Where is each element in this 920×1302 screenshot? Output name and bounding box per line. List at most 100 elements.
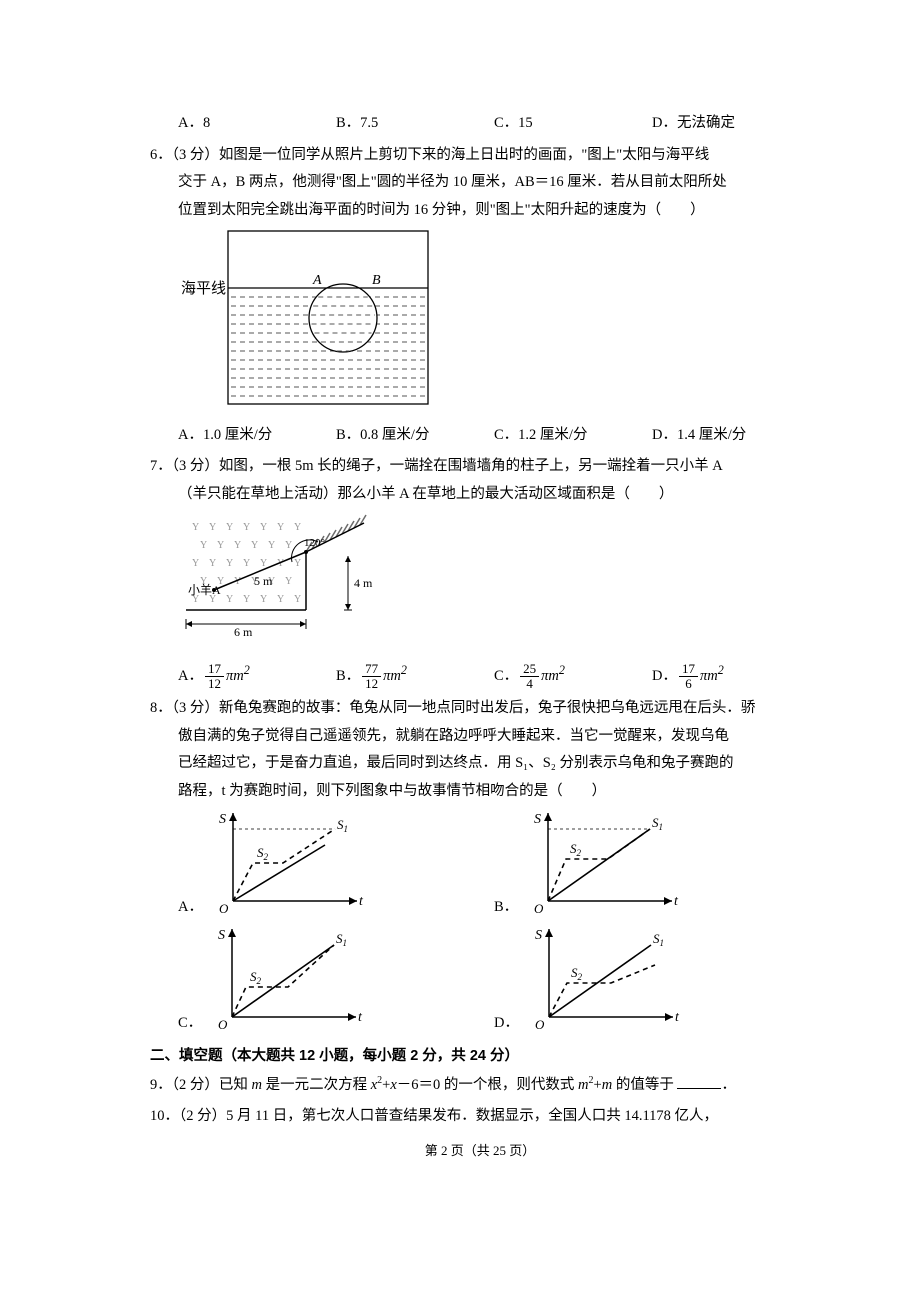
svg-text:S2: S2	[257, 845, 269, 862]
q5-option-c: C．15	[494, 110, 652, 138]
svg-text:Y: Y	[243, 594, 250, 605]
q8-option-a: A． StOS1S2	[178, 805, 494, 921]
q10-text: 5 月 11 日，第七次人口普查结果发布．数据显示，全国人口共 14.1178 …	[226, 1108, 718, 1124]
q6-diagram: 海平线AB	[178, 230, 810, 416]
q9-number: 9．（2 分）	[150, 1077, 219, 1093]
svg-text:Y: Y	[260, 594, 267, 605]
svg-text:S2: S2	[250, 969, 262, 986]
q7-option-b: B．7712πm2	[336, 659, 494, 691]
q7-c-num: 25	[520, 662, 539, 677]
q7-a-label: A．	[178, 668, 203, 684]
svg-text:S1: S1	[652, 815, 663, 832]
svg-text:Y: Y	[209, 558, 216, 569]
q7-text: 7．（3 分）如图，一根 5m 长的绳子，一端拴在围墙墙角的柱子上，另一端拴着一…	[150, 453, 810, 481]
svg-text:Y: Y	[277, 594, 284, 605]
q8-d-label: D．	[494, 1010, 519, 1038]
svg-text:Y: Y	[277, 522, 284, 533]
svg-text:Y: Y	[251, 540, 258, 551]
svg-text:S: S	[535, 928, 542, 943]
q7-c-label: C．	[494, 668, 518, 684]
question-10: 10．（2 分）5 月 11 日，第七次人口普查结果发布．数据显示，全国人口共 …	[150, 1103, 810, 1131]
q8-option-d: D． St O S1 S2	[494, 921, 810, 1037]
q8-text: 8．（3 分）新龟兔赛跑的故事：龟兔从同一地点同时出发后，兔子很快把乌龟远远甩在…	[150, 695, 810, 723]
q7-b-num: 77	[362, 662, 381, 677]
svg-text:S1: S1	[337, 817, 348, 834]
svg-text:Y: Y	[260, 522, 267, 533]
q7-diagram: YYYYYYYYYYYYYYYYYYYYYYYYYYYYYYYYY6 m4 m1…	[178, 514, 810, 653]
q8-line2: 傲自满的兔子觉得自己遥遥领先，就躺在路边呼呼大睡起来．当它一觉醒来，发现乌龟	[178, 723, 810, 751]
q7-d-num: 17	[679, 662, 698, 677]
q7-line1: 如图，一根 5m 长的绳子，一端拴在围墙墙角的柱子上，另一端拴着一只小羊 A	[219, 458, 723, 474]
q5-option-b: B．7.5	[336, 110, 494, 138]
svg-text:6 m: 6 m	[234, 625, 253, 639]
q7-d-suf: πm2	[700, 668, 724, 684]
svg-text:Y: Y	[192, 558, 199, 569]
svg-text:Y: Y	[294, 558, 301, 569]
svg-text:S1: S1	[653, 931, 664, 948]
svg-text:Y: Y	[209, 522, 216, 533]
svg-text:Y: Y	[285, 540, 292, 551]
svg-text:Y: Y	[268, 540, 275, 551]
q8-line3: 已经超过它，于是奋力直追，最后同时到达终点．用 S₁、S₂ 分别表示乌龟和兔子赛…	[178, 750, 810, 778]
q6-line2: 交于 A，B 两点，他测得"图上"圆的半径为 10 厘米，AB＝16 厘米．若从…	[178, 169, 810, 197]
svg-text:S2: S2	[571, 965, 583, 982]
question-8: 8．（3 分）新龟兔赛跑的故事：龟兔从同一地点同时出发后，兔子很快把乌龟远远甩在…	[150, 695, 810, 1037]
q6-option-c: C．1.2 厘米/分	[494, 422, 652, 450]
q9-tail: ．	[721, 1077, 736, 1093]
svg-text:O: O	[218, 1017, 228, 1032]
svg-text:t: t	[675, 1010, 680, 1025]
q8-graph-c: St O S1 S2	[206, 921, 374, 1037]
q7-c-suf: πm2	[541, 668, 565, 684]
question-9: 9．（2 分）已知 m 是一元二次方程 x2+x－6＝0 的一个根，则代数式 m…	[150, 1071, 810, 1099]
page-footer: 第 2 页（共 25 页）	[150, 1139, 810, 1164]
q10-number: 10．（2 分）	[150, 1108, 226, 1124]
q7-line2: （羊只能在草地上活动）那么小羊 A 在草地上的最大活动区域面积是（ ）	[178, 481, 810, 509]
q7-option-c: C．254πm2	[494, 659, 652, 691]
q8-number: 8．（3 分）	[150, 700, 219, 716]
q7-a-num: 17	[205, 662, 224, 677]
q5-option-d: D．无法确定	[652, 110, 810, 138]
q6-option-b: B．0.8 厘米/分	[336, 422, 494, 450]
svg-text:t: t	[674, 894, 679, 909]
svg-text:4 m: 4 m	[354, 576, 373, 590]
q7-number: 7．（3 分）	[150, 458, 219, 474]
question-6: 6．（3 分）如图是一位同学从照片上剪切下来的海上日出时的画面，"图上"太阳与海…	[150, 142, 810, 450]
q6-line3: 位置到太阳完全跳出海平面的时间为 16 分钟，则"图上"太阳升起的速度为（ ）	[178, 197, 810, 225]
q8-graph-b: StOS1S2	[522, 805, 690, 921]
q7-b-den: 12	[362, 677, 381, 691]
svg-text:Y: Y	[226, 594, 233, 605]
svg-text:S: S	[534, 812, 541, 827]
q8-option-c: C． StOS1S2	[178, 921, 494, 1037]
svg-text:S: S	[218, 928, 225, 943]
q7-a-suf: πm2	[226, 668, 250, 684]
q7-b-label: B．	[336, 668, 360, 684]
svg-text:Y: Y	[243, 558, 250, 569]
svg-text:O: O	[535, 1017, 545, 1032]
question-5-options: A．8 B．7.5 C．15 D．无法确定	[150, 110, 810, 138]
q6-option-a: A．1.0 厘米/分	[178, 422, 336, 450]
svg-text:Y: Y	[234, 540, 241, 551]
q6-text: 6．（3 分）如图是一位同学从照片上剪切下来的海上日出时的画面，"图上"太阳与海…	[150, 142, 810, 170]
svg-text:S1: S1	[336, 931, 347, 948]
svg-text:Y: Y	[285, 576, 292, 587]
q7-c-den: 4	[520, 677, 539, 691]
q7-option-d: D．176πm2	[652, 659, 810, 691]
svg-text:Y: Y	[226, 558, 233, 569]
svg-text:海平线: 海平线	[181, 280, 226, 297]
svg-text:Y: Y	[243, 522, 250, 533]
q8-a-label: A．	[178, 894, 203, 922]
section-2-heading: 二、填空题（本大题共 12 小题，每小题 2 分，共 24 分）	[150, 1043, 810, 1071]
svg-text:B: B	[372, 273, 381, 288]
q9-blank	[677, 1074, 721, 1089]
svg-text:t: t	[358, 1010, 363, 1025]
svg-text:120°: 120°	[304, 537, 325, 549]
q6-option-d: D．1.4 厘米/分	[652, 422, 810, 450]
q6-line1: 如图是一位同学从照片上剪切下来的海上日出时的画面，"图上"太阳与海平线	[219, 147, 709, 163]
svg-text:Y: Y	[192, 522, 199, 533]
svg-text:t: t	[359, 894, 364, 909]
svg-text:Y: Y	[217, 540, 224, 551]
svg-text:Y: Y	[226, 522, 233, 533]
q7-d-label: D．	[652, 668, 677, 684]
q8-option-b: B． StOS1S2	[494, 805, 810, 921]
q8-b-label: B．	[494, 894, 518, 922]
